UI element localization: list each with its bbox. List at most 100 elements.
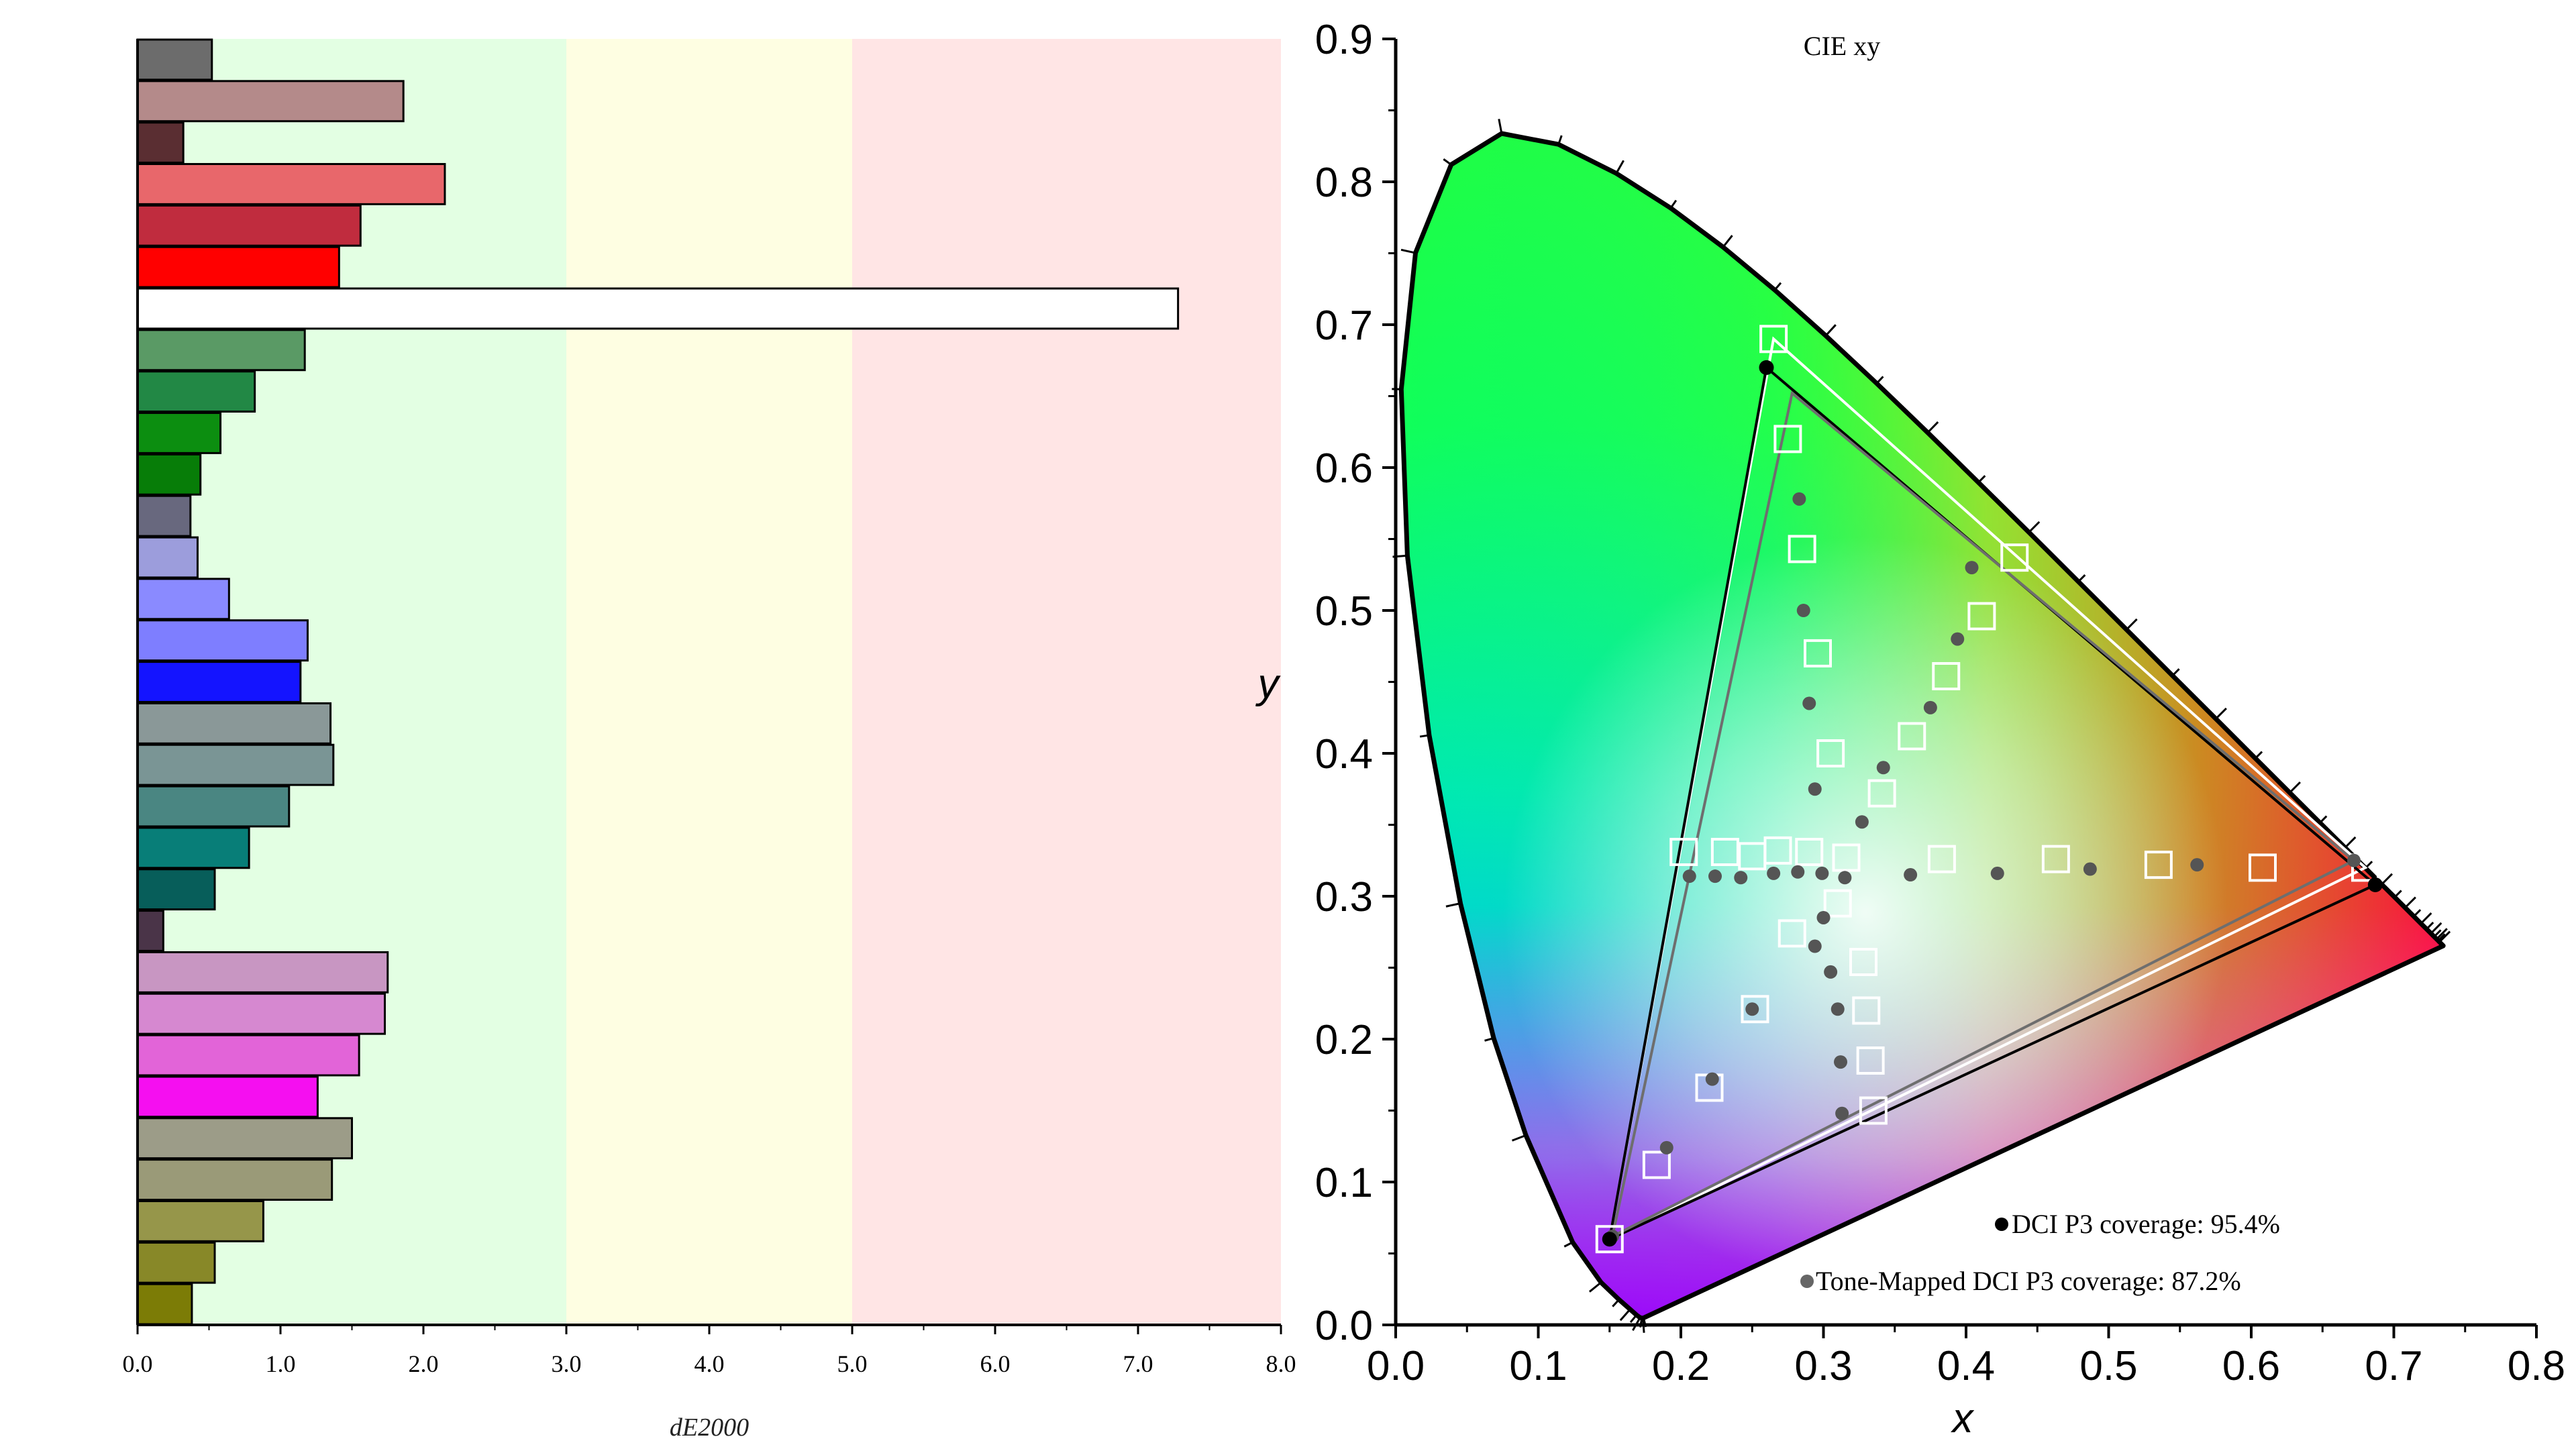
cie-x-tick-label: 0.6	[2222, 1343, 2280, 1389]
target-square	[1795, 837, 1824, 866]
locus-tick	[1773, 282, 1782, 291]
de-bar-21	[136, 910, 164, 952]
measured-dot	[1831, 1002, 1845, 1016]
cie-y-tick-label: 0.3	[1315, 874, 1373, 920]
locus-tick	[1926, 421, 1939, 433]
measured-dot	[1708, 869, 1722, 883]
measured-dot	[1734, 871, 1748, 885]
cie-x-tick-label: 0.7	[2365, 1343, 2422, 1389]
locus-tick	[2289, 781, 2301, 794]
de-bar-9	[136, 412, 222, 454]
measured-dot	[1791, 865, 1805, 879]
locus-tick	[1445, 902, 1461, 908]
locus-tick	[2381, 873, 2393, 885]
de-bar-16	[136, 702, 332, 745]
tolerance-band-1	[566, 39, 852, 1325]
target-square	[1595, 1225, 1624, 1254]
de-bar-24	[136, 1034, 360, 1077]
cie-y-tick-label: 0.6	[1315, 445, 1373, 492]
cie-y-tick-label: 0.7	[1315, 303, 1373, 349]
cie-y-ticks: 0.0 0.1 0.2 0.3 0.4 0.5 0.6 0.7 0.8 0.9	[1315, 17, 1396, 1349]
target-square	[2249, 853, 2277, 882]
measured-dot	[1990, 866, 2004, 880]
bar-chart-x-ticks: 0.0 1.0 2.0 3.0 4.0 5.0 6.0 7.0 8.0	[123, 1325, 1296, 1377]
de-bar-11	[136, 494, 192, 537]
cie-y-tick-label: 0.0	[1315, 1303, 1373, 1349]
locus-tick	[2126, 618, 2138, 631]
locus-tick	[1563, 1241, 1574, 1248]
tolerance-bands	[138, 39, 1281, 1325]
measured-dot	[1834, 1055, 1847, 1069]
locus-tick	[1612, 1299, 1620, 1307]
target-square	[2144, 851, 2173, 879]
legend-marker-measured	[1995, 1218, 2008, 1231]
de-bar-17	[136, 743, 335, 786]
cie-x-tick-label: 0.0	[1367, 1343, 1425, 1389]
target-square	[1823, 889, 1852, 918]
cie-y-tick-label: 0.8	[1315, 160, 1373, 206]
locus-tick	[2413, 909, 2422, 918]
de-bar-7	[136, 329, 306, 372]
bar-x-tick-label: 1.0	[266, 1350, 296, 1377]
de-bar-19	[136, 826, 250, 869]
bar-x-tick-label: 4.0	[694, 1350, 725, 1377]
measured-dot	[1682, 869, 1696, 883]
measured-dot	[1815, 866, 1829, 880]
target-square	[1669, 837, 1698, 866]
locus-tick	[1557, 135, 1563, 145]
measured-dot	[1876, 761, 1890, 775]
cie-x-tick-label: 0.2	[1652, 1343, 1710, 1389]
target-square	[1773, 425, 1802, 453]
cie-x-label: x	[1951, 1395, 1975, 1442]
locus-tick	[2215, 707, 2227, 720]
locus-tick	[1511, 1134, 1527, 1142]
target-square	[1763, 836, 1792, 865]
target-square	[2000, 543, 2029, 572]
locus-tick	[2420, 912, 2432, 924]
measured-dot	[1792, 492, 1806, 506]
target-square	[1967, 602, 1996, 631]
locus-tick	[2344, 836, 2357, 849]
de-bar-23	[136, 992, 386, 1035]
locus-tick	[1619, 1308, 1631, 1322]
de-bar-29	[136, 1241, 216, 1284]
cie-y-tick-label: 0.2	[1315, 1017, 1373, 1063]
de-bar-1	[136, 80, 405, 123]
locus-tick	[1824, 324, 1837, 337]
cie-x-tick-label: 0.3	[1794, 1343, 1852, 1389]
cie-x-tick-label: 0.1	[1509, 1343, 1567, 1389]
de-bar-5	[136, 246, 340, 288]
de-bar-2	[136, 121, 185, 164]
locus-tick	[2433, 929, 2442, 938]
de-bar-14	[136, 619, 309, 662]
target-square	[1642, 1150, 1671, 1179]
bar-x-tick-label: 6.0	[980, 1350, 1011, 1377]
locus-tick	[1588, 1281, 1602, 1293]
cie-x-tick-label: 0.5	[2079, 1343, 2137, 1389]
target-square	[1932, 661, 1961, 690]
cie-y-tick-label: 0.9	[1315, 17, 1373, 63]
measured-dot	[2190, 858, 2204, 872]
measured-dot	[2347, 853, 2361, 867]
target-square	[1867, 779, 1896, 808]
locus-tick	[2028, 521, 2041, 533]
measured-dot	[2083, 862, 2097, 876]
target-square	[1778, 919, 1806, 948]
locus-tick	[2430, 922, 2442, 934]
locus-tick	[1722, 235, 1733, 248]
target-square	[1741, 995, 1769, 1024]
cie-y-tick-label: 0.5	[1315, 588, 1373, 635]
locus-tick	[2437, 933, 2446, 942]
de-bar-25	[136, 1075, 319, 1118]
target-square	[2041, 845, 2070, 873]
de-bar-0	[136, 38, 213, 81]
measured-dot	[1796, 604, 1810, 617]
measured-dot	[1808, 782, 1822, 796]
bar-x-tick-label: 8.0	[1266, 1350, 1296, 1377]
de-bar-22	[136, 951, 389, 994]
locus-tick	[1875, 376, 1884, 384]
cie-y-tick-label: 0.1	[1315, 1160, 1373, 1206]
de-bar-6	[136, 287, 1180, 330]
cie-x-ticks: 0.0 0.1 0.2 0.3 0.4 0.5 0.6 0.7 0.8	[1367, 1325, 2565, 1389]
cie-title: CIE xy	[1804, 31, 1880, 61]
